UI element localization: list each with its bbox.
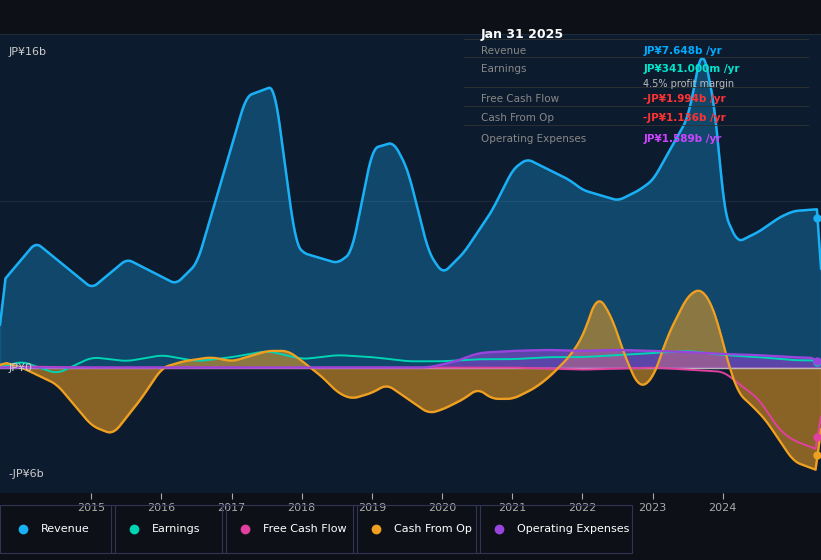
- Text: JP¥16b: JP¥16b: [8, 48, 46, 57]
- Text: Free Cash Flow: Free Cash Flow: [481, 94, 559, 104]
- Text: -JP¥1.136b /yr: -JP¥1.136b /yr: [643, 113, 726, 123]
- Text: JP¥1.589b /yr: JP¥1.589b /yr: [643, 134, 722, 144]
- Text: JP¥0: JP¥0: [8, 362, 32, 372]
- Text: Earnings: Earnings: [152, 524, 200, 534]
- Text: Revenue: Revenue: [41, 524, 89, 534]
- Text: JP¥7.648b /yr: JP¥7.648b /yr: [643, 46, 722, 56]
- Text: -JP¥6b: -JP¥6b: [8, 469, 44, 479]
- Text: Cash From Op: Cash From Op: [481, 113, 554, 123]
- Text: Free Cash Flow: Free Cash Flow: [263, 524, 346, 534]
- Text: Operating Expenses: Operating Expenses: [481, 134, 586, 144]
- Text: -JP¥1.994b /yr: -JP¥1.994b /yr: [643, 94, 726, 104]
- Text: JP¥341.000m /yr: JP¥341.000m /yr: [643, 64, 740, 74]
- Text: Operating Expenses: Operating Expenses: [517, 524, 630, 534]
- Text: Earnings: Earnings: [481, 64, 526, 74]
- Text: Cash From Op: Cash From Op: [394, 524, 472, 534]
- Text: Jan 31 2025: Jan 31 2025: [481, 27, 564, 40]
- Text: 4.5% profit margin: 4.5% profit margin: [643, 80, 734, 90]
- Text: Revenue: Revenue: [481, 46, 526, 56]
